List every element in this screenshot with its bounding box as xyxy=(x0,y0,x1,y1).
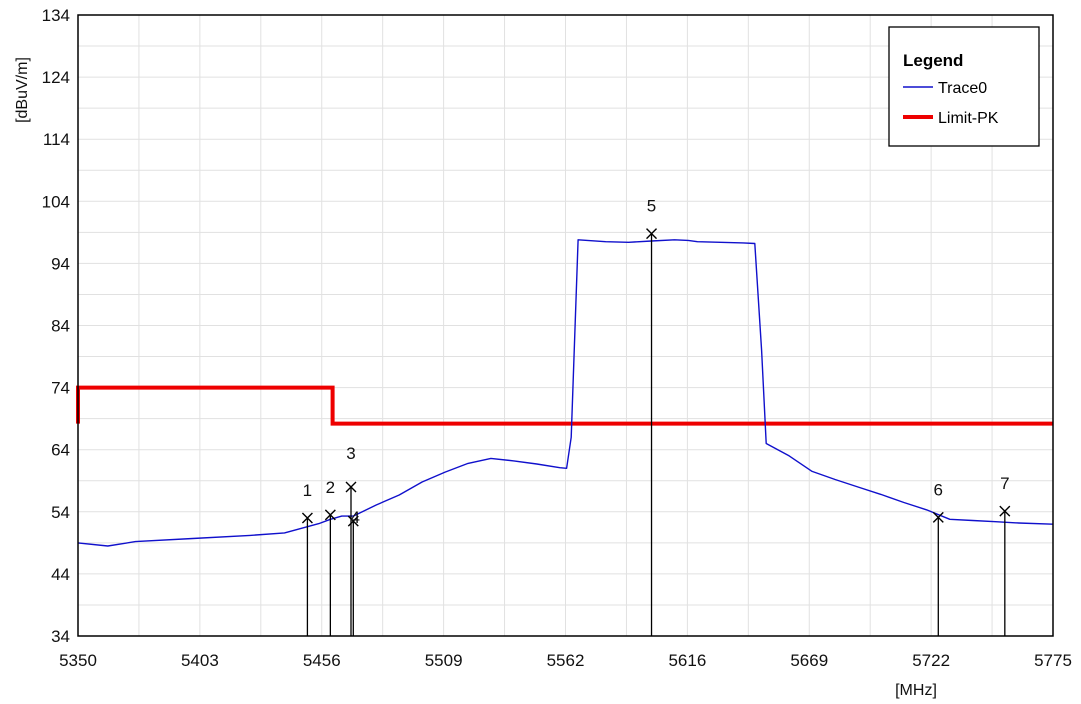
legend-entry-trace0: Trace0 xyxy=(938,80,987,97)
marker-7: 7 xyxy=(999,474,1011,636)
y-tick-label: 104 xyxy=(42,192,70,211)
x-tick-label: 5722 xyxy=(912,651,950,670)
marker-3: 3 xyxy=(345,444,357,636)
y-tick-label: 124 xyxy=(42,68,70,87)
marker-x-point xyxy=(301,512,313,524)
legend: Legend Trace0 Limit-PK xyxy=(888,26,1040,147)
marker-label: 3 xyxy=(346,444,355,463)
marker-layer: 1 23 4 5 6 7 xyxy=(301,197,1011,636)
marker-x-point xyxy=(345,481,357,493)
marker-x-point xyxy=(999,505,1011,517)
marker-6: 6 xyxy=(932,480,944,636)
marker-5: 5 xyxy=(646,197,658,636)
marker-label: 2 xyxy=(326,478,335,497)
marker-x-point xyxy=(347,515,359,527)
marker-label: 4 xyxy=(351,508,360,527)
marker-1: 1 xyxy=(301,481,313,636)
y-tick-label: 64 xyxy=(51,441,70,460)
marker-4: 4 xyxy=(347,508,360,636)
legend-entry-limit-pk: Limit-PK xyxy=(938,110,999,127)
plot-area-frame xyxy=(77,14,1054,637)
x-tick-label: 5509 xyxy=(425,651,463,670)
marker-2: 2 xyxy=(324,478,336,636)
marker-x-point xyxy=(646,228,658,240)
marker-x-point xyxy=(932,511,944,523)
x-tick-label: 5456 xyxy=(303,651,341,670)
marker-label: 7 xyxy=(1000,474,1009,493)
y-tick-label: 94 xyxy=(51,254,70,273)
y-axis-ticks: 134 124 114 104 94 84 74 64 54 44 34 xyxy=(42,6,70,646)
y-tick-label: 114 xyxy=(43,130,70,149)
y-axis-label: [dBuV/m] xyxy=(14,57,31,123)
y-tick-label: 34 xyxy=(51,627,70,646)
marker-label: 5 xyxy=(647,197,656,216)
x-tick-label: 5616 xyxy=(668,651,706,670)
y-tick-label: 44 xyxy=(51,565,70,584)
marker-label: 6 xyxy=(934,480,943,499)
x-tick-label: 5775 xyxy=(1034,651,1072,670)
x-tick-label: 5669 xyxy=(790,651,828,670)
x-axis-label: [MHz] xyxy=(895,682,937,699)
y-tick-label: 84 xyxy=(51,317,70,336)
y-tick-label: 54 xyxy=(51,503,70,522)
marker-x-point xyxy=(324,509,336,521)
marker-label: 1 xyxy=(303,481,312,500)
x-tick-label: 5562 xyxy=(547,651,585,670)
y-tick-label: 134 xyxy=(42,6,70,25)
x-axis-ticks: 5350 5403 5456 5509 5562 5616 5669 5722 5775 xyxy=(59,651,1072,670)
legend-title: Legend xyxy=(903,51,963,70)
y-tick-label: 74 xyxy=(51,379,70,398)
x-tick-label: 5350 xyxy=(59,651,97,670)
x-tick-label: 5403 xyxy=(181,651,219,670)
